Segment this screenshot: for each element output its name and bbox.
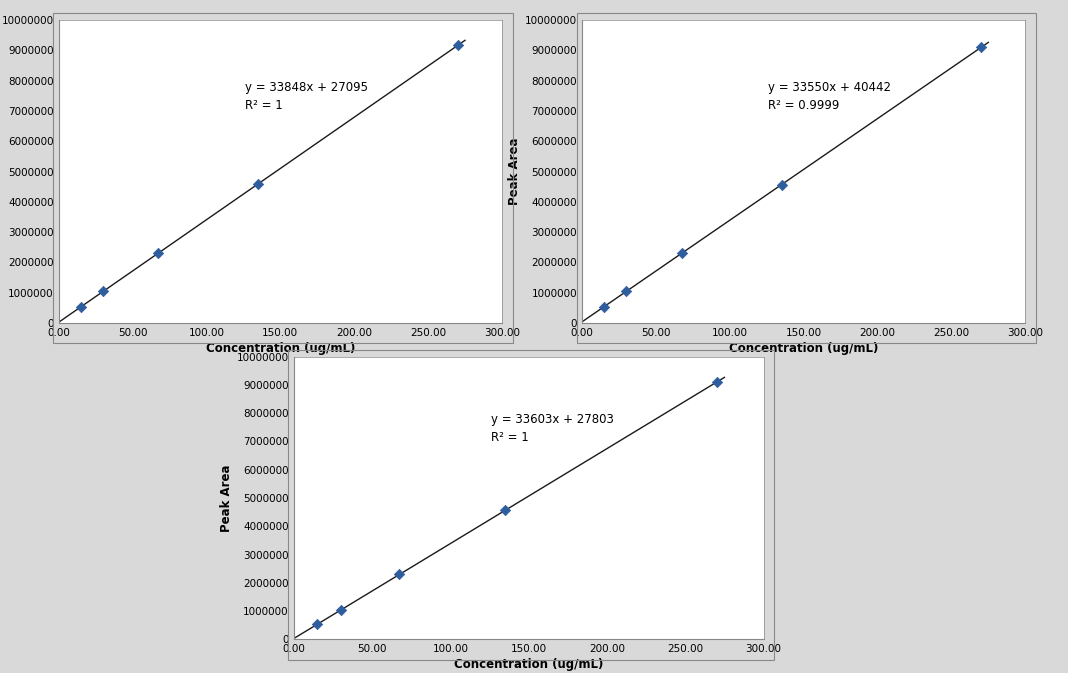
X-axis label: Concentration (ug/mL): Concentration (ug/mL) bbox=[729, 342, 878, 355]
Y-axis label: Peak Area: Peak Area bbox=[220, 464, 233, 532]
Point bbox=[708, 377, 725, 388]
Point bbox=[391, 569, 408, 580]
Point bbox=[673, 248, 690, 258]
Point bbox=[973, 42, 990, 53]
X-axis label: Concentration (ug/mL): Concentration (ug/mL) bbox=[454, 658, 603, 672]
Point bbox=[150, 248, 167, 258]
Point bbox=[596, 302, 613, 312]
Point bbox=[773, 179, 790, 190]
X-axis label: Concentration (ug/mL): Concentration (ug/mL) bbox=[206, 342, 355, 355]
Point bbox=[73, 302, 90, 312]
Point bbox=[332, 604, 349, 615]
Y-axis label: Peak Area: Peak Area bbox=[508, 138, 521, 205]
Point bbox=[309, 619, 326, 630]
Text: y = 33603x + 27803
R² = 1: y = 33603x + 27803 R² = 1 bbox=[491, 413, 614, 444]
Point bbox=[95, 286, 112, 297]
Point bbox=[250, 178, 267, 189]
Point bbox=[617, 286, 634, 297]
Text: y = 33848x + 27095
R² = 1: y = 33848x + 27095 R² = 1 bbox=[245, 81, 367, 112]
Point bbox=[497, 505, 514, 516]
Text: y = 33550x + 40442
R² = 0.9999: y = 33550x + 40442 R² = 0.9999 bbox=[768, 81, 891, 112]
Point bbox=[450, 40, 467, 51]
